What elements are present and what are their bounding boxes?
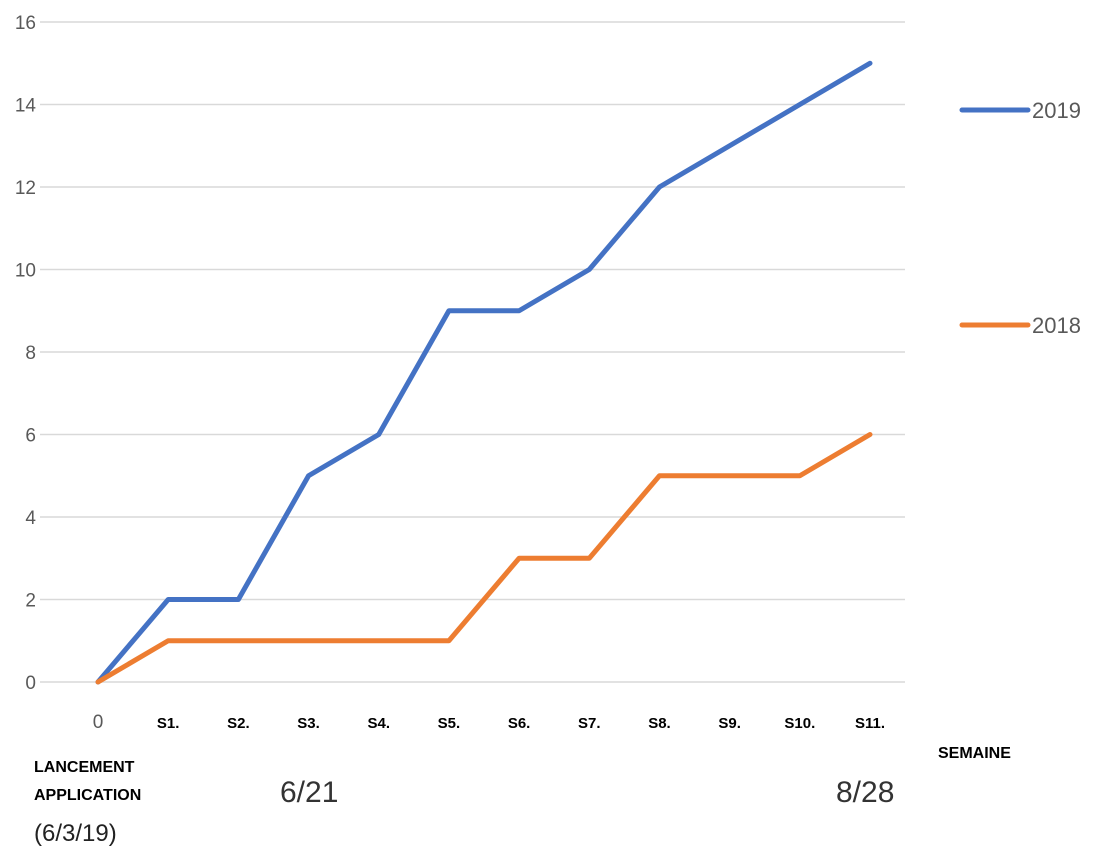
x-tick-label: S3.: [297, 715, 320, 732]
y-tick-label: 4: [25, 508, 36, 529]
date-end-label: 8/28: [836, 776, 895, 809]
y-tick-label: 2: [25, 591, 36, 612]
x-tick-label: S4.: [367, 715, 390, 732]
launch-label-line1: LANCEMENT: [34, 759, 135, 776]
y-tick-label: 8: [25, 343, 36, 364]
x-tick-label: S7.: [578, 715, 601, 732]
x-tick-label: S8.: [648, 715, 671, 732]
y-tick-label: 12: [15, 178, 36, 199]
x-tick-label: S1.: [157, 715, 180, 732]
x-tick-label: S5.: [438, 715, 461, 732]
series-line-2018: [95, 432, 873, 685]
x-tick-label: S6.: [508, 715, 531, 732]
launch-label: LANCEMENT APPLICATION: [34, 754, 141, 810]
launch-date: (6/3/19): [34, 820, 117, 847]
x-tick-label: S9.: [718, 715, 741, 732]
series-lines: [95, 60, 873, 685]
x-axis-ticks: 0 S1. S2. S3. S4. S5. S6. S7. S8. S9. S10. S11.: [93, 712, 885, 733]
y-tick-label: 14: [15, 96, 37, 117]
date-mid-label: 6/21: [280, 776, 339, 809]
y-tick-label: 10: [15, 261, 36, 282]
y-tick-label: 0: [25, 673, 36, 694]
y-tick-label: 16: [15, 13, 36, 34]
x-tick-label: S11.: [855, 715, 885, 732]
launch-label-line2: APPLICATION: [34, 787, 142, 804]
legend: 2019 2018: [959, 98, 1081, 338]
x-tick-label: S10.: [784, 715, 815, 732]
legend-label: 2018: [1032, 313, 1081, 338]
y-tick-label: 6: [25, 426, 36, 447]
x-tick-label: S2.: [227, 715, 250, 732]
series-line-2019: [95, 60, 873, 685]
y-axis-ticks: 0 2 4 6 8 10 12 14 16: [15, 13, 37, 694]
legend-label: 2019: [1032, 98, 1081, 123]
x-tick-label: 0: [93, 712, 104, 733]
x-axis-title: SEMAINE: [938, 745, 1011, 762]
